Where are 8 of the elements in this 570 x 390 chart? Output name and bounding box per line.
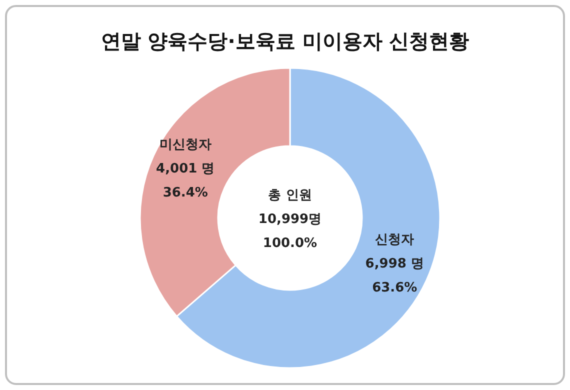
chart-title: 연말 양육수당·보육료 미이용자 신청현황 — [100, 29, 470, 53]
text: 10,999명 — [258, 212, 322, 227]
data-label: 6,998 명 63.6% — [365, 256, 424, 296]
text: 총 인원 — [268, 188, 312, 203]
slice-label: 미신청자 — [159, 137, 212, 152]
text: 100.0% — [262, 236, 318, 251]
slice-label: 신청자 — [375, 232, 414, 248]
data-label: 4,001 명 36.4% — [156, 161, 215, 200]
